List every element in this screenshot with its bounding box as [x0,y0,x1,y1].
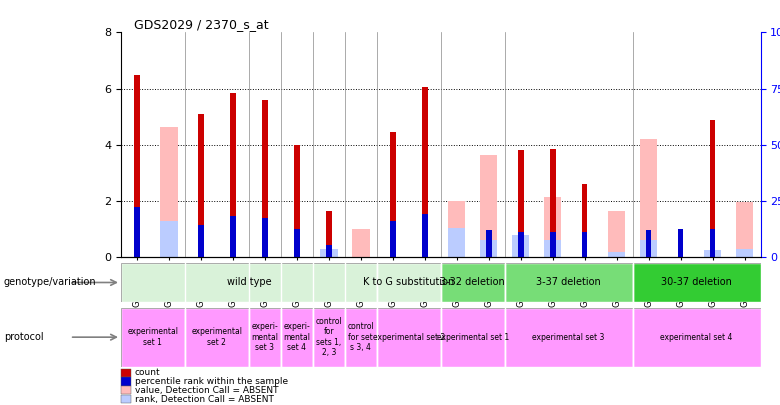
Bar [736,249,753,257]
Bar [121,308,185,367]
Bar [294,229,300,257]
Text: protocol: protocol [4,332,44,342]
Bar [480,240,498,257]
Bar [441,263,505,302]
Bar [262,218,268,257]
Bar [345,308,377,367]
Text: count: count [135,368,161,377]
Bar [608,211,626,257]
Text: 3-32 deletion: 3-32 deletion [440,277,505,288]
Text: experimental set 4: experimental set 4 [661,333,732,342]
Text: 3-37 deletion: 3-37 deletion [536,277,601,288]
Bar [313,308,345,367]
Bar [249,308,281,367]
Text: K to G substitution: K to G substitution [363,277,454,288]
Bar [230,93,236,257]
Bar [294,145,300,257]
Bar [646,230,651,257]
Text: GDS2029 / 2370_s_at: GDS2029 / 2370_s_at [133,18,268,31]
Bar [505,308,633,367]
Bar [377,263,441,302]
Bar [262,100,268,257]
Bar [736,202,753,257]
Bar [640,240,658,257]
Text: experimental
set 1: experimental set 1 [127,328,179,347]
Bar [326,245,331,257]
Bar [633,263,760,302]
Text: control
for set
s 3, 4: control for set s 3, 4 [347,322,374,352]
Bar [198,225,204,257]
Bar [448,201,466,257]
Bar [640,139,658,257]
Bar [550,149,555,257]
Text: genotype/variation: genotype/variation [4,277,97,288]
Bar [134,75,140,257]
Bar [480,155,498,257]
Bar [422,87,427,257]
Text: wild type: wild type [226,277,271,288]
Bar [704,250,722,257]
Bar [352,229,370,257]
Text: rank, Detection Call = ABSENT: rank, Detection Call = ABSENT [135,395,274,404]
Text: experi-
mental
set 4: experi- mental set 4 [283,322,310,352]
Bar [326,211,331,257]
Bar [377,308,441,367]
Text: experimental set 3: experimental set 3 [533,333,604,342]
Bar [281,308,313,367]
Bar [486,230,491,257]
Bar [710,119,715,257]
Text: 30-37 deletion: 30-37 deletion [661,277,732,288]
Text: experimental set 1: experimental set 1 [437,333,509,342]
Bar [710,229,715,257]
Bar [608,252,626,257]
Text: experimental
set 2: experimental set 2 [191,328,243,347]
Bar [582,184,587,257]
Bar [134,207,140,257]
Bar [550,232,555,257]
Bar [518,232,523,257]
Bar [160,126,178,257]
Bar [390,221,395,257]
Bar [505,263,633,302]
Bar [230,216,236,257]
Bar [198,114,204,257]
Bar [678,229,683,257]
Text: experimental set 2: experimental set 2 [373,333,445,342]
Bar [441,308,505,367]
Text: control
for
sets 1,
2, 3: control for sets 1, 2, 3 [315,317,342,357]
Bar [518,150,523,257]
Bar [422,213,427,257]
Bar [448,228,466,257]
Text: percentile rank within the sample: percentile rank within the sample [135,377,288,386]
Bar [582,232,587,257]
Text: value, Detection Call = ABSENT: value, Detection Call = ABSENT [135,386,278,395]
Bar [633,308,760,367]
Bar [390,132,395,257]
Bar [544,240,562,257]
Bar [512,234,530,257]
Bar [320,249,338,257]
Text: experi-
mental
set 3: experi- mental set 3 [251,322,278,352]
Bar [544,197,562,257]
Bar [160,221,178,257]
Bar [121,263,377,302]
Bar [185,308,249,367]
